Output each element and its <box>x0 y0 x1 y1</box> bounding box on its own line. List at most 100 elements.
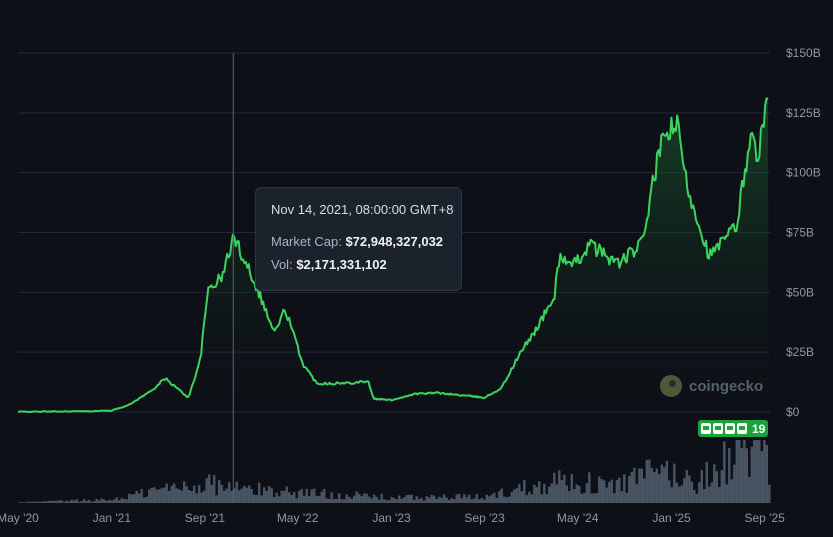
volume-bar <box>340 499 343 503</box>
volume-bar <box>530 494 533 503</box>
volume-bar <box>180 490 183 503</box>
volume-bar <box>25 501 28 503</box>
x-tick-label: May '20 <box>0 511 39 525</box>
volume-bar <box>75 499 78 503</box>
tooltip-market-cap: Market Cap: $72,948,327,032 <box>271 234 447 249</box>
volume-bar <box>743 440 746 503</box>
volume-bar <box>755 440 758 503</box>
volume-bar <box>18 502 21 503</box>
volume-bar <box>650 467 653 503</box>
chart-tooltip: Nov 14, 2021, 08:00:00 GMT+8 Market Cap:… <box>255 187 462 291</box>
volume-bar <box>175 488 178 503</box>
volume-bar <box>518 484 521 503</box>
volume-bar <box>473 498 476 503</box>
volume-bar <box>220 484 223 503</box>
volume-bar <box>725 484 728 503</box>
volume-bar <box>265 490 268 503</box>
volume-bar <box>68 501 71 503</box>
volume-bar <box>98 500 101 503</box>
volume-bar <box>635 484 638 503</box>
volume-bar <box>668 480 671 503</box>
tooltip-market-cap-label: Market Cap: <box>271 234 342 249</box>
volume-bar <box>230 490 233 503</box>
volume-bar <box>438 496 441 503</box>
volume-bar <box>403 497 406 503</box>
volume-bar <box>688 475 691 503</box>
volume-bar <box>503 496 506 503</box>
volume-bar <box>80 501 83 503</box>
volume-bar <box>285 486 288 503</box>
volume-bar <box>508 496 511 503</box>
volume-bar <box>513 489 516 503</box>
volume-bar <box>608 482 611 503</box>
volume-bar <box>753 440 756 503</box>
volume-bar <box>275 492 278 503</box>
volume-bar <box>193 485 196 503</box>
volume-bar <box>305 488 308 503</box>
volume-bar <box>658 474 661 503</box>
volume-bar <box>420 497 423 503</box>
volume-bar <box>740 447 743 503</box>
volume-bar <box>95 499 98 503</box>
volume-bar <box>283 491 286 503</box>
volume-bar <box>278 496 281 503</box>
volume-bar <box>308 496 311 503</box>
volume-bar <box>393 498 396 503</box>
volume-bar <box>425 496 428 503</box>
volume-bar <box>763 440 766 503</box>
volume-bar <box>303 495 306 503</box>
watermark-text: coingecko <box>689 377 764 395</box>
volume-bar <box>653 472 656 503</box>
volume-bar <box>480 498 483 503</box>
volume-bar <box>215 495 218 503</box>
volume-bar <box>135 490 138 503</box>
volume-bar <box>55 500 58 503</box>
volume-bar <box>663 467 666 503</box>
volume-bar <box>43 501 46 503</box>
x-tick-label: Jan '23 <box>372 511 411 525</box>
volume-bar <box>103 499 106 503</box>
volume-bar <box>218 479 221 503</box>
volume-bar <box>483 499 486 503</box>
volume-bar <box>675 482 678 503</box>
volume-bar <box>395 499 398 503</box>
volume-bar <box>615 480 618 503</box>
tooltip-date: Nov 14, 2021, 08:00:00 GMT+8 <box>271 202 454 217</box>
volume-bar <box>113 499 116 503</box>
event-icon <box>725 423 735 434</box>
volume-bar <box>255 495 258 503</box>
volume-bar <box>150 487 153 503</box>
coingecko-watermark: coingecko <box>660 374 763 398</box>
volume-bar <box>418 498 421 503</box>
volume-bar <box>660 464 663 503</box>
volume-bar <box>155 489 158 503</box>
event-icon <box>737 423 747 434</box>
volume-bar <box>465 497 468 503</box>
volume-bar <box>723 441 726 503</box>
volume-bar <box>365 493 368 503</box>
volume-bar <box>570 474 573 503</box>
y-tick-label: $100B <box>786 166 821 180</box>
volume-bar <box>318 496 321 503</box>
volume-bar <box>580 493 583 503</box>
volume-bar <box>548 486 551 503</box>
events-badge[interactable]: 19 <box>698 420 769 437</box>
volume-bar <box>148 489 151 503</box>
volume-bar <box>443 494 446 503</box>
volume-bar <box>110 500 113 503</box>
volume-bar <box>38 501 41 503</box>
volume-bar <box>505 497 508 503</box>
volume-bar <box>768 484 771 503</box>
volume-bar <box>685 470 688 503</box>
volume-bar <box>270 488 273 503</box>
volume-bar <box>223 490 226 503</box>
y-tick-label: $75B <box>786 226 814 240</box>
volume-bar <box>433 495 436 503</box>
volume-bar <box>640 468 643 503</box>
volume-bar <box>133 494 136 503</box>
event-count: 19 <box>752 421 766 436</box>
volume-bar <box>683 478 686 503</box>
volume-bar <box>718 486 721 503</box>
